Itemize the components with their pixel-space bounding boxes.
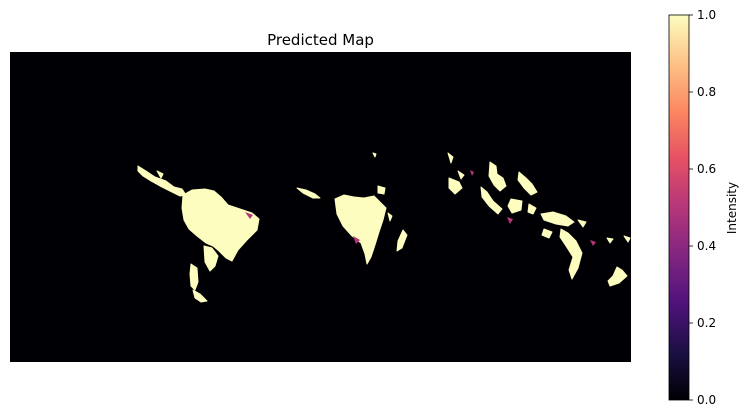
high-intensity-region (137, 165, 187, 197)
high-intensity-region (156, 170, 164, 179)
chart-title: Predicted Map (267, 31, 374, 49)
high-intensity-region (203, 245, 219, 272)
mid-intensity-region (245, 212, 253, 219)
high-intensity-region (606, 237, 614, 244)
colorbar-ticks: 0.0 0.2 0.4 0.6 0.8 1.0 (689, 8, 716, 407)
high-intensity-region (480, 186, 503, 215)
high-intensity-region (607, 266, 628, 287)
colorbar-tick-label: 0.0 (697, 393, 716, 407)
high-intensity-region (296, 187, 321, 199)
high-intensity-region (189, 263, 199, 291)
colorbar-tick-label: 0.4 (697, 239, 716, 253)
high-intensity-region (540, 211, 575, 227)
colorbar: 0.0 0.2 0.4 0.6 0.8 1.0 Intensity (668, 8, 739, 407)
high-intensity-region (448, 177, 463, 195)
high-intensity-region (457, 170, 465, 180)
high-intensity-region (334, 194, 387, 265)
high-intensity-region (488, 161, 507, 192)
colorbar-label: Intensity (725, 182, 739, 234)
heatmap-background (10, 52, 631, 362)
mid-intensity-region (353, 236, 360, 244)
mid-intensity-region (507, 217, 513, 224)
high-intensity-region (447, 152, 454, 164)
high-intensity-region (541, 228, 553, 239)
colorbar-tick-label: 0.8 (697, 85, 716, 99)
mid-intensity-region (590, 240, 596, 246)
mid-intensity-region (470, 170, 474, 176)
colorbar-gradient (668, 14, 690, 401)
high-intensity-region (396, 229, 408, 252)
high-intensity-region (577, 219, 587, 228)
colorbar-tick-label: 0.2 (697, 316, 716, 330)
high-intensity-region (507, 198, 523, 214)
high-intensity-region (387, 212, 393, 222)
high-intensity-region (377, 185, 386, 195)
high-intensity-region (527, 203, 537, 215)
high-intensity-region (559, 228, 583, 280)
colorbar-tick-label: 1.0 (697, 8, 716, 22)
high-intensity-region (623, 235, 631, 243)
high-intensity-regions (137, 152, 631, 303)
high-intensity-region (192, 289, 208, 303)
colorbar-tick-label: 0.6 (697, 162, 716, 176)
heatmap (10, 52, 631, 362)
high-intensity-region (517, 171, 538, 196)
high-intensity-region (372, 152, 377, 158)
high-intensity-region (181, 188, 260, 262)
